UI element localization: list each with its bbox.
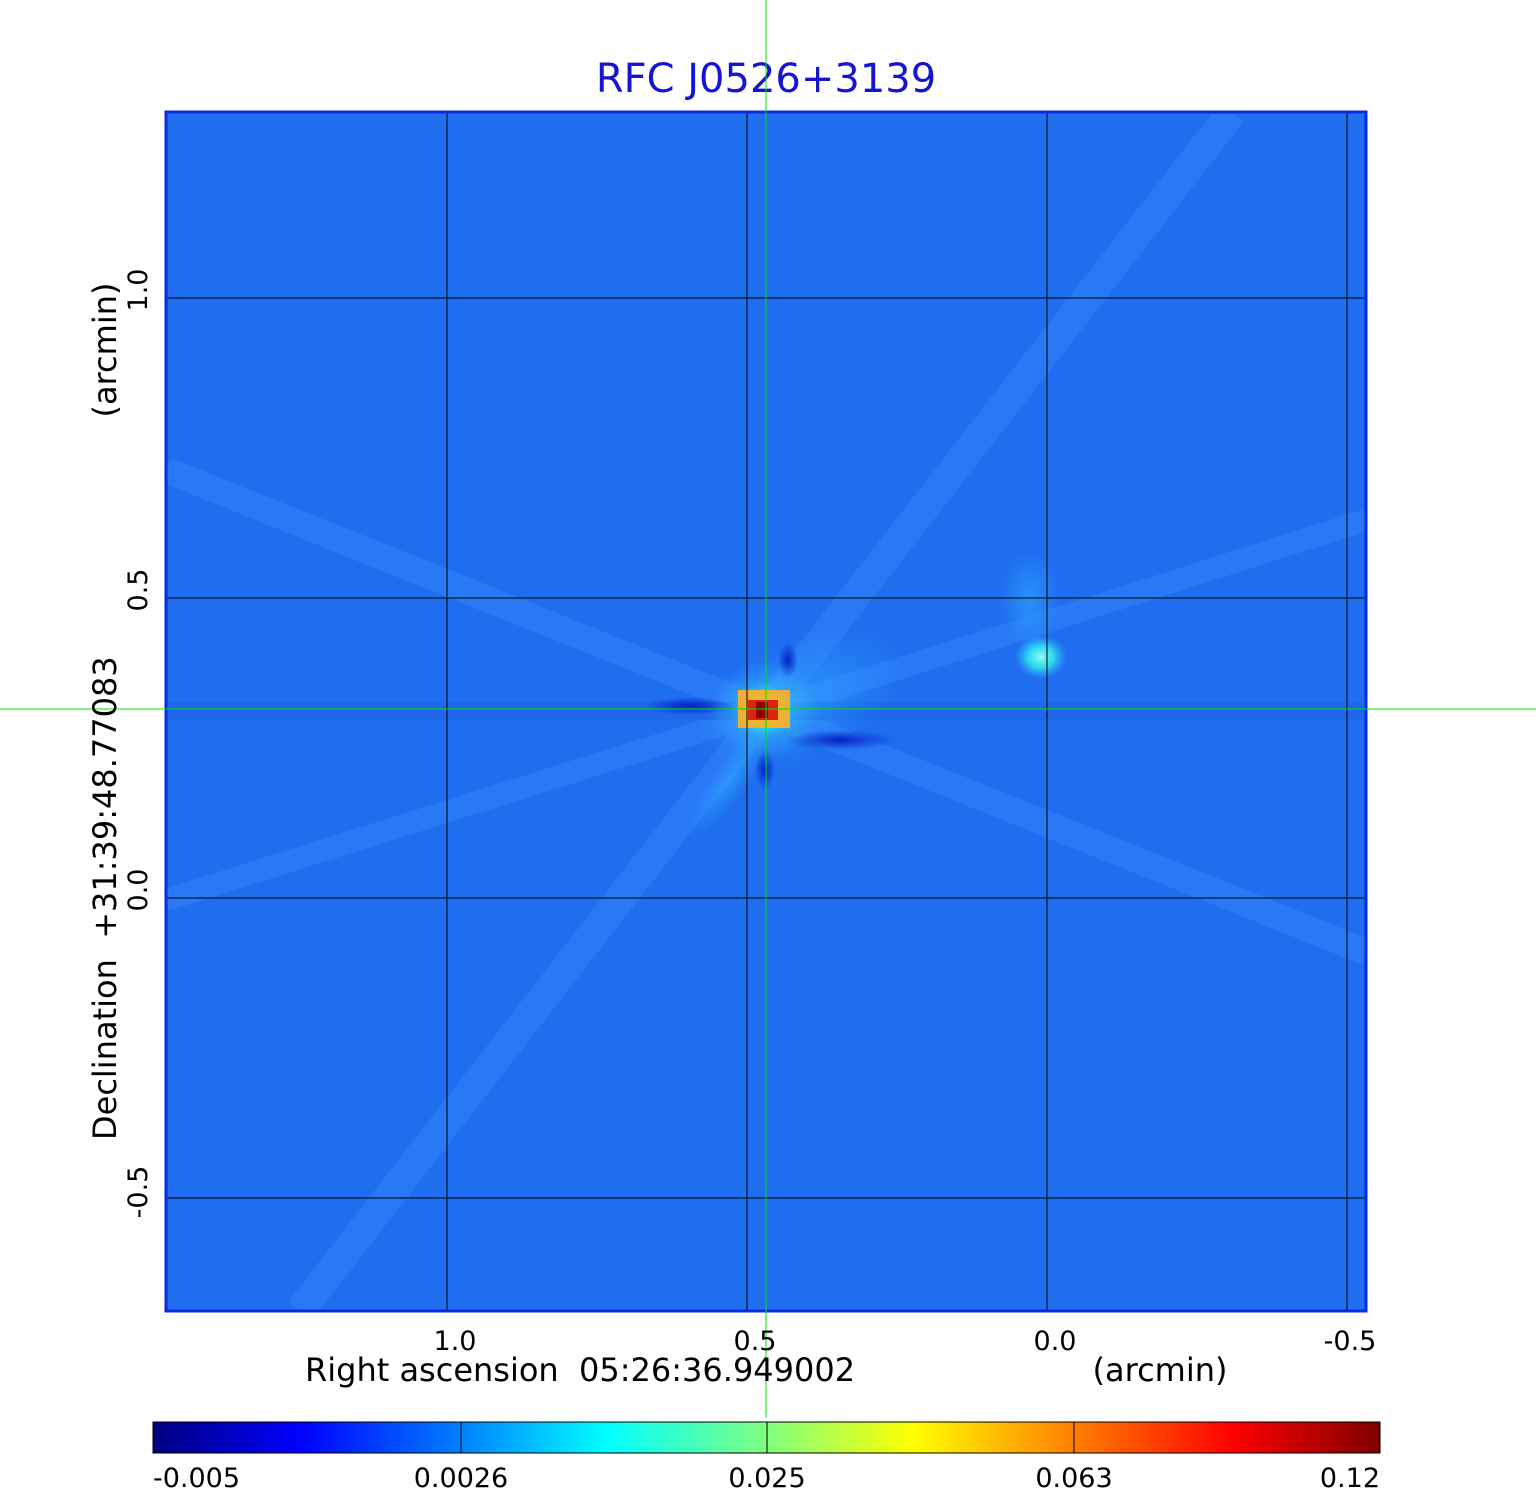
secondary-component-halo (1000, 550, 1060, 650)
x-tick-label: 0.5 (734, 1326, 777, 1357)
sidelobe-pattern (166, 112, 1366, 1311)
y-axis-label: Declination +31:39:48.77083 (86, 656, 124, 1140)
core-peak-max (756, 702, 768, 718)
y-tick-label: -0.5 (123, 1166, 154, 1219)
x-tick-label: -0.5 (1324, 1326, 1377, 1357)
colorbar-tick-label: -0.005 (153, 1463, 240, 1494)
x-tick-label: 0.0 (1034, 1326, 1077, 1357)
crosshair (0, 0, 1536, 1418)
y-tick-label: 1.0 (123, 269, 154, 312)
colorbar-tick-label: 0.025 (728, 1463, 805, 1494)
colorbar-tick-label: 0.063 (1035, 1463, 1112, 1494)
y-tick-label: 0.5 (123, 569, 154, 612)
x-axis-units: (arcmin) (1093, 1351, 1228, 1389)
x-axis-label: Right ascension 05:26:36.949002 (305, 1351, 855, 1389)
colorbar-tick-label: 0.12 (1320, 1463, 1380, 1494)
y-axis-units: (arcmin) (86, 283, 124, 418)
y-tick-label: 0.0 (123, 869, 154, 912)
colorbar-tick-label: 0.0026 (414, 1463, 508, 1494)
colorbar-ticks (460, 1422, 1075, 1453)
x-tick-label: 1.0 (434, 1326, 477, 1357)
negative-lobe-southeast (785, 730, 895, 750)
negative-lobe-south (755, 750, 775, 790)
